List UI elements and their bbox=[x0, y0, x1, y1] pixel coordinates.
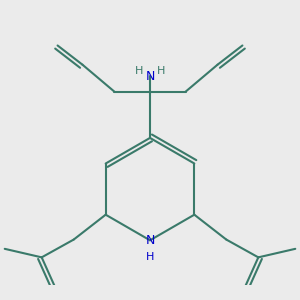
Text: H: H bbox=[157, 66, 165, 76]
Text: H: H bbox=[146, 252, 154, 262]
Text: N: N bbox=[145, 234, 155, 247]
Text: H: H bbox=[135, 66, 143, 76]
Text: N: N bbox=[145, 70, 155, 83]
